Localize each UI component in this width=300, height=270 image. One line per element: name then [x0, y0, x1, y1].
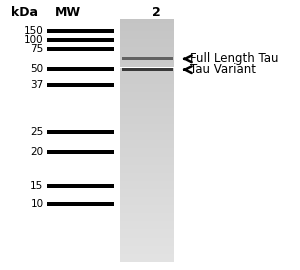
Text: 15: 15	[30, 181, 44, 191]
Bar	[46, 67, 114, 71]
Bar	[120, 189, 174, 193]
Bar	[120, 68, 174, 72]
Bar	[120, 213, 174, 217]
Bar	[120, 217, 174, 221]
Bar	[120, 47, 174, 51]
Bar	[120, 177, 174, 181]
Bar	[120, 181, 174, 185]
Bar	[46, 150, 114, 154]
Bar	[46, 47, 114, 51]
Bar	[120, 144, 174, 149]
Bar	[120, 148, 174, 153]
Bar	[120, 157, 174, 161]
Text: 2: 2	[152, 6, 160, 19]
Bar	[120, 104, 174, 108]
Bar	[120, 193, 174, 197]
Text: 150: 150	[24, 26, 44, 36]
Bar	[120, 132, 174, 136]
Bar	[120, 92, 174, 96]
Bar	[46, 184, 114, 188]
Bar	[46, 202, 114, 206]
Bar	[120, 116, 174, 120]
Text: Tau Variant: Tau Variant	[190, 63, 256, 76]
Text: MW: MW	[54, 6, 81, 19]
Bar	[120, 165, 174, 169]
Bar	[120, 63, 174, 68]
Text: 10: 10	[30, 199, 44, 209]
Bar	[120, 35, 174, 39]
Bar	[120, 76, 174, 80]
Bar	[120, 173, 174, 177]
Bar	[120, 185, 174, 189]
Bar	[120, 59, 174, 63]
Bar	[120, 230, 174, 234]
Bar	[120, 246, 174, 250]
Bar	[120, 225, 174, 230]
Text: kDa: kDa	[11, 6, 38, 19]
Bar	[120, 234, 174, 238]
Bar	[120, 23, 174, 27]
Bar	[120, 201, 174, 205]
Bar	[120, 258, 174, 262]
Bar	[120, 55, 174, 59]
Text: 100: 100	[24, 35, 44, 45]
Bar	[120, 254, 174, 258]
Bar	[120, 128, 174, 132]
Bar	[120, 27, 174, 31]
Text: 75: 75	[30, 44, 44, 54]
Text: 20: 20	[30, 147, 44, 157]
Bar	[120, 84, 174, 88]
Bar	[120, 242, 174, 246]
Bar	[120, 205, 174, 209]
Bar	[120, 120, 174, 124]
Bar	[120, 100, 174, 104]
Text: 50: 50	[30, 64, 44, 74]
Bar	[122, 57, 172, 60]
Bar	[122, 68, 172, 71]
Text: Full Length Tau: Full Length Tau	[190, 52, 278, 65]
Bar	[46, 83, 114, 87]
Bar	[120, 19, 174, 23]
Bar	[120, 124, 174, 128]
Bar	[120, 51, 174, 55]
Bar	[120, 238, 174, 242]
Bar	[120, 108, 174, 112]
Bar	[120, 169, 174, 173]
Bar	[120, 96, 174, 100]
Text: 25: 25	[30, 127, 44, 137]
Bar	[120, 221, 174, 225]
Bar	[120, 197, 174, 201]
Bar	[46, 130, 114, 134]
Bar	[120, 43, 174, 47]
Bar	[120, 112, 174, 116]
Bar	[46, 29, 114, 33]
Bar	[120, 31, 174, 35]
Bar	[120, 140, 174, 144]
Bar	[120, 136, 174, 140]
Bar	[46, 38, 114, 42]
Bar	[120, 39, 174, 43]
Bar	[120, 161, 174, 165]
Bar	[120, 250, 174, 254]
Bar	[120, 72, 174, 76]
Text: 37: 37	[30, 80, 44, 90]
Bar	[120, 88, 174, 92]
Bar	[120, 153, 174, 157]
Bar	[120, 80, 174, 84]
Bar	[120, 209, 174, 213]
